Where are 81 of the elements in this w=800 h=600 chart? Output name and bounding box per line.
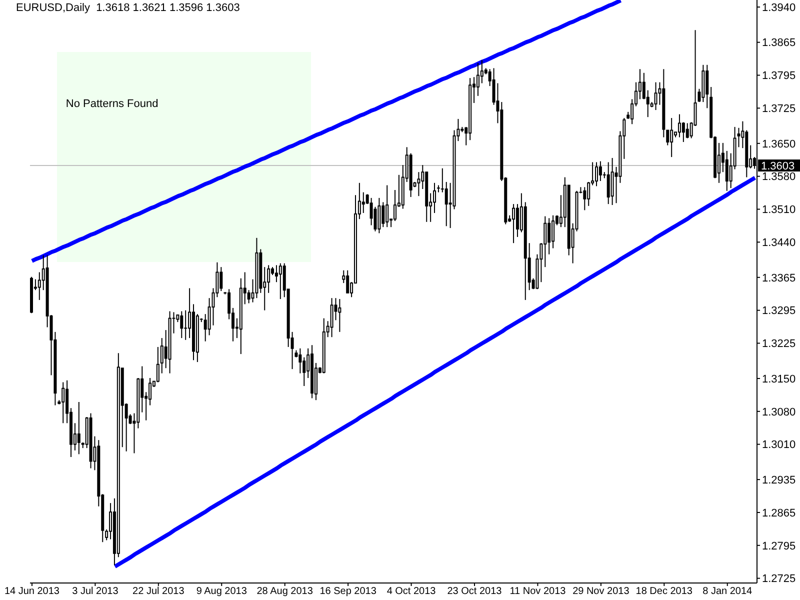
y-tick-label: 1.3725 [762, 103, 796, 116]
x-tick-label: 4 Oct 2013 [386, 586, 436, 598]
y-tick-label: 1.3295 [762, 305, 796, 318]
candlestick [436, 184, 440, 193]
candlestick [338, 298, 342, 332]
candlestick [267, 264, 270, 294]
candlestick [77, 401, 80, 455]
candlestick [247, 290, 250, 304]
x-tick-label: 22 Jul 2013 [132, 586, 185, 598]
candlestick [598, 160, 602, 182]
candlestick [274, 264, 278, 283]
candlestick [156, 346, 160, 383]
y-tick-label: 1.3580 [762, 171, 796, 184]
y-tick-label: 1.3440 [762, 237, 796, 250]
y-tick-label: 1.3010 [762, 439, 796, 452]
candlestick [476, 62, 480, 96]
y-tick-label: 1.3225 [762, 338, 796, 350]
candlestick [180, 310, 184, 339]
candlestick [417, 172, 420, 197]
y-tick-label: 1.3940 [762, 2, 796, 14]
candlestick [587, 181, 590, 206]
y-tick-label: 1.2935 [762, 474, 796, 486]
x-tick-label: 14 Jun 2013 [4, 586, 60, 598]
candlestick [670, 118, 674, 158]
candlestick [386, 184, 389, 228]
candlestick [516, 204, 519, 238]
candlestick [278, 262, 282, 300]
chart-title: EURUSD,Daily 1.3618 1.3621 1.3596 1.3603 [16, 2, 240, 14]
candlestick [302, 356, 306, 386]
candlestick [606, 162, 610, 205]
x-tick-label: 9 Aug 2013 [196, 586, 248, 598]
candlestick [682, 122, 685, 142]
y-tick-label: 1.3795 [762, 70, 796, 82]
candlestick [480, 60, 484, 84]
candlestick [433, 182, 436, 214]
x-tick-label: 11 Nov 2013 [510, 586, 566, 598]
y-tick-label: 1.3865 [762, 37, 796, 50]
y-tick-label: 1.2725 [762, 573, 796, 586]
y-tick-label: 1.3650 [762, 138, 796, 150]
candlestick [38, 272, 41, 300]
x-tick-label: 8 Jan 2014 [702, 586, 753, 598]
candlestick [346, 270, 350, 294]
candlestick [583, 186, 586, 211]
y-tick-label: 1.2865 [762, 507, 796, 520]
x-tick-label: 29 Nov 2013 [572, 586, 630, 598]
x-tick-label: 3 Jul 2013 [72, 586, 119, 598]
candlestick [544, 216, 547, 268]
candlestick [298, 348, 302, 374]
candlestick [330, 298, 334, 338]
candlestick [610, 157, 614, 206]
candlestick [686, 122, 689, 139]
annotation: No Patterns Found [66, 98, 158, 110]
candlestick [62, 382, 65, 424]
candlestick [444, 181, 448, 227]
x-tick-label: 16 Sep 2013 [320, 586, 377, 598]
candlestick [512, 204, 516, 244]
candlestick [362, 192, 365, 214]
line-series [112, 176, 758, 569]
x-tick-label: 23 Oct 2013 [447, 586, 502, 598]
x-tick-label: 28 Aug 2013 [256, 586, 314, 598]
candlestick [725, 150, 728, 192]
candlestick [382, 202, 385, 228]
ref-line-label: 1.3603 [761, 160, 795, 172]
y-tick-label: 1.2795 [762, 540, 796, 552]
candlestick [595, 162, 598, 187]
candlestick [184, 310, 188, 340]
candlestick [678, 114, 681, 138]
candlestick [394, 189, 396, 222]
candlestick [148, 378, 152, 406]
candlestick [548, 218, 551, 255]
candlestick [654, 82, 658, 111]
candlestick [160, 338, 164, 374]
candlestick [552, 214, 555, 249]
y-tick-label: 1.3365 [762, 272, 796, 284]
y-tick-label: 1.3080 [762, 406, 796, 418]
candlestick [706, 64, 709, 109]
candlestick [220, 266, 223, 292]
y-tick-label: 1.3510 [762, 204, 796, 216]
y-tick-label: 1.3150 [762, 373, 796, 386]
candlestick [378, 197, 381, 234]
x-tick-label: 18 Dec 2013 [636, 586, 693, 598]
